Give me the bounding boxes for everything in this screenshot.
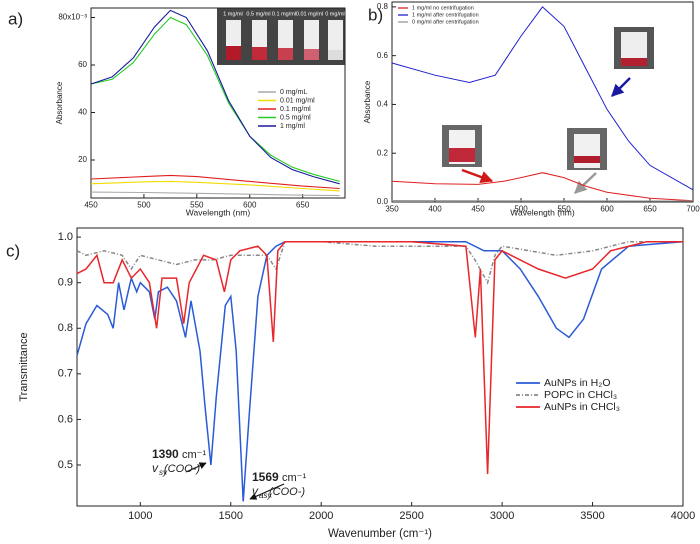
series-line [90,180,340,192]
series-line [391,172,694,202]
y-tick-label: 0.7 [58,368,73,380]
x-tick-label: 500 [137,200,151,209]
legend-label: AuNPs in H₂O [544,377,611,389]
legend-label: 0.5 mg/ml [280,114,311,121]
legend-label: AuNPs in CHCl₃ [544,401,620,413]
y-tick-label: 40 [78,108,87,117]
y-tick-label: 20 [78,155,87,164]
x-tick-label: 500 [514,204,528,213]
inset-photo [442,27,654,170]
x-tick-label: 700 [686,204,700,213]
x-tick-label: 450 [84,200,98,209]
x-tick-label: 4000 [671,510,695,522]
annotation-number: 1569 [252,470,279,484]
panel-label: a) [8,9,23,28]
x-tick-label: 600 [600,204,614,213]
annotation-group: (COO-) [164,463,200,475]
panel-label: c) [6,241,20,260]
x-axis-title: Wavenumber (cm⁻¹) [328,528,432,540]
x-axis-title: Wavelength (nm) [510,207,575,217]
y-tick-label: 0.5 [58,459,73,471]
x-tick-label: 3500 [580,510,604,522]
x-tick-label: 1000 [128,510,152,522]
plot-frame [391,1,694,203]
arrow [185,462,207,473]
series-line [76,240,683,475]
x-tick-label: 400 [428,204,442,213]
plot-frame [90,7,346,199]
legend-label: 1 mg/ml [280,123,305,130]
series-line [391,200,694,202]
y-tick-label: 0.4 [377,100,389,109]
y-axis-title: Transmittance [18,332,30,401]
panel-label: b) [368,5,383,24]
arrow [461,168,494,183]
annotation-subscript: asy [259,491,272,500]
arrow [249,483,285,500]
x-tick-label: 650 [296,200,310,209]
legend-label: 1 mg/ml after centrifugation [412,12,479,18]
legend-label: 1 mg/ml no centrifugation [412,5,474,11]
inset-photo [217,8,345,65]
series-line [90,16,340,182]
annotation-group: (COO-) [269,486,305,498]
inset-label: 0 mg/ml [325,11,345,17]
x-tick-label: 650 [643,204,657,213]
inset-label: 0.1 mg/ml [272,11,296,17]
annotation-unit: cm⁻¹ [182,449,206,461]
plot-frame [76,227,684,507]
y-tick-label: 1.0 [58,231,73,243]
annotation-subscript: sy [159,468,168,477]
y-tick-label: 0.9 [58,277,73,289]
annotation-symbol: v [152,461,159,475]
annotation-unit: cm⁻¹ [282,472,306,484]
x-tick-label: 2500 [399,510,423,522]
y-axis-title: Absorbance [363,80,372,123]
x-tick-label: 600 [243,200,257,209]
series-line [391,6,694,191]
legend-label: 0 mg/ml after centrifugation [412,19,479,25]
inset-label: 1 mg/ml [223,11,243,17]
series-line [90,174,340,190]
y-axis-title: Absorbance [55,81,64,124]
y-tick-label: 0.8 [377,2,389,11]
legend-label: 0.1 mg/ml [280,106,311,113]
y-tick-label: 80x10⁻³ [58,13,87,22]
x-tick-label: 2000 [309,510,333,522]
arrow [574,172,597,194]
series-line [90,191,340,197]
arrow [611,77,631,97]
series-line [90,9,340,185]
x-tick-label: 350 [385,204,399,213]
y-tick-label: 0.6 [58,413,73,425]
y-tick-label: 0.0 [377,197,389,206]
series-line [76,240,683,285]
x-tick-label: 550 [190,200,204,209]
y-tick-label: 0.2 [377,148,389,157]
annotation-number: 1390 [152,447,179,461]
y-tick-label: 60 [78,60,87,69]
legend-label: 0 mg/mL [280,89,307,96]
x-tick-label: 550 [557,204,571,213]
legend-label: 0.01 mg/ml [280,97,315,104]
x-tick-label: 1500 [219,510,243,522]
y-tick-label: 0.6 [377,51,389,60]
inset-label: 0.01 mg/ml [296,11,323,17]
inset-label: 0.5 mg/ml [246,11,270,17]
legend-label: POPC in CHCl₃ [544,389,617,401]
annotation-symbol: v [252,484,259,498]
y-tick-label: 0.8 [58,322,73,334]
x-tick-label: 450 [471,204,485,213]
x-axis-title: Wavelength (nm) [186,207,251,217]
x-tick-label: 3000 [490,510,514,522]
